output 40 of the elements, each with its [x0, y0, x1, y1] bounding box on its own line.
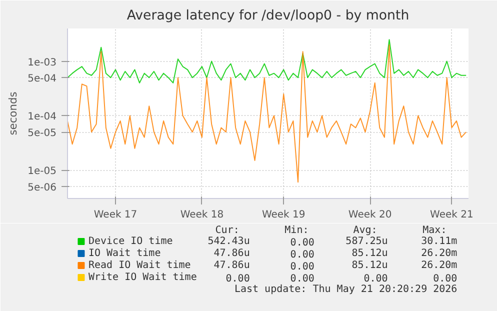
y-tick-label: 1e-05: [28, 166, 57, 178]
chart-title: Average latency for /dev/loop0 - by month: [126, 8, 410, 24]
text: 47.86u: [214, 260, 250, 271]
legend-label: Write IO Wait time: [88, 272, 197, 283]
text: Max:: [422, 225, 447, 236]
text: 0.00: [364, 274, 388, 284]
text: Avg:: [353, 225, 378, 236]
line-series: [68, 39, 467, 84]
text: 0.00: [290, 262, 314, 272]
legend-label: Device IO time: [88, 236, 173, 247]
line-series: [68, 44, 467, 183]
text: 0.00: [290, 238, 314, 248]
y-tick-label: 1e-04: [28, 112, 57, 123]
text: Cur:: [215, 225, 240, 236]
x-tick-label: Week 19: [262, 210, 306, 220]
text: 0.00: [226, 274, 250, 284]
text: 47.86u: [214, 248, 250, 259]
text: Last update: Thu May 21 20:20:29 2026: [234, 284, 458, 295]
text: 587.25u: [346, 236, 388, 247]
y-tick-label: 5e-04: [28, 74, 57, 85]
text: 26.20m: [421, 260, 458, 271]
y-tick-label: 1e-03: [28, 57, 57, 68]
y-tick-label: 5e-05: [28, 128, 57, 140]
legend-label: Read IO Wait time: [88, 260, 191, 271]
text: 85.12u: [352, 248, 388, 259]
legend-label: IO Wait time: [88, 248, 161, 259]
text: 0.00: [433, 274, 458, 284]
y-axis-title: seconds: [6, 91, 20, 136]
text: 0.00: [290, 274, 314, 284]
text: 30.11m: [421, 236, 458, 247]
text: 26.20m: [421, 248, 458, 259]
text: 542.43u: [208, 236, 250, 247]
text: Min:: [284, 225, 309, 236]
x-tick-label: Week 20: [348, 210, 392, 220]
text: 85.12u: [352, 260, 388, 271]
y-tick-label: 5e-06: [28, 182, 57, 194]
x-tick-label: Week 17: [94, 210, 138, 220]
text: 0.00: [290, 250, 314, 260]
x-tick-label: Week 21: [430, 210, 474, 220]
x-tick-label: Week 18: [180, 210, 224, 220]
